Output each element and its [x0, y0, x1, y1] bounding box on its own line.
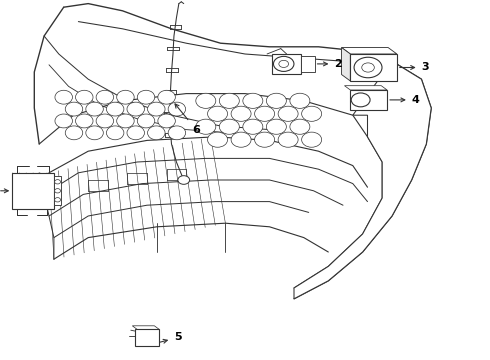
Circle shape — [55, 198, 61, 202]
Ellipse shape — [243, 93, 263, 108]
Bar — [301, 56, 315, 72]
Ellipse shape — [65, 126, 83, 140]
Circle shape — [354, 57, 382, 78]
Ellipse shape — [255, 132, 274, 147]
Circle shape — [273, 57, 294, 71]
Ellipse shape — [127, 126, 145, 140]
Bar — [54, 176, 61, 205]
Ellipse shape — [127, 102, 145, 116]
Ellipse shape — [196, 93, 216, 108]
Polygon shape — [132, 326, 159, 329]
Bar — [350, 90, 387, 110]
Ellipse shape — [65, 102, 83, 116]
Ellipse shape — [220, 93, 239, 108]
Ellipse shape — [196, 119, 216, 134]
Ellipse shape — [86, 102, 103, 116]
Text: 4: 4 — [390, 95, 419, 105]
Ellipse shape — [158, 114, 175, 128]
Bar — [135, 329, 159, 346]
Ellipse shape — [231, 106, 251, 121]
Ellipse shape — [137, 114, 155, 128]
Circle shape — [279, 60, 289, 67]
Ellipse shape — [75, 90, 93, 104]
Ellipse shape — [302, 132, 321, 147]
Ellipse shape — [243, 119, 263, 134]
Ellipse shape — [267, 119, 286, 134]
Text: 2: 2 — [318, 59, 342, 69]
Ellipse shape — [290, 119, 310, 134]
Circle shape — [178, 176, 190, 184]
Ellipse shape — [220, 119, 239, 134]
Ellipse shape — [158, 90, 175, 104]
Ellipse shape — [231, 132, 251, 147]
Ellipse shape — [278, 106, 298, 121]
Text: 6: 6 — [175, 104, 200, 135]
Ellipse shape — [137, 90, 155, 104]
Bar — [12, 173, 54, 209]
Ellipse shape — [168, 126, 186, 140]
Ellipse shape — [55, 114, 73, 128]
Ellipse shape — [86, 126, 103, 140]
Ellipse shape — [290, 93, 310, 108]
Ellipse shape — [255, 106, 274, 121]
Ellipse shape — [106, 102, 124, 116]
Text: 1: 1 — [0, 186, 8, 196]
Circle shape — [362, 63, 374, 72]
Polygon shape — [342, 48, 397, 54]
Circle shape — [55, 189, 61, 193]
Ellipse shape — [278, 132, 298, 147]
Ellipse shape — [208, 106, 227, 121]
Ellipse shape — [117, 114, 134, 128]
Ellipse shape — [96, 114, 114, 128]
Polygon shape — [294, 61, 431, 299]
Polygon shape — [342, 48, 350, 81]
Ellipse shape — [55, 90, 73, 104]
Ellipse shape — [147, 102, 165, 116]
Ellipse shape — [267, 93, 286, 108]
Text: 5: 5 — [149, 333, 182, 345]
Text: 3: 3 — [400, 63, 429, 72]
Circle shape — [351, 93, 370, 107]
Ellipse shape — [96, 90, 114, 104]
Ellipse shape — [75, 114, 93, 128]
Ellipse shape — [106, 126, 124, 140]
Ellipse shape — [302, 106, 321, 121]
Ellipse shape — [208, 132, 227, 147]
Circle shape — [55, 180, 61, 184]
Bar — [272, 54, 301, 74]
Ellipse shape — [168, 102, 186, 116]
Polygon shape — [344, 86, 387, 90]
Ellipse shape — [117, 90, 134, 104]
Bar — [350, 54, 397, 81]
Ellipse shape — [147, 126, 165, 140]
